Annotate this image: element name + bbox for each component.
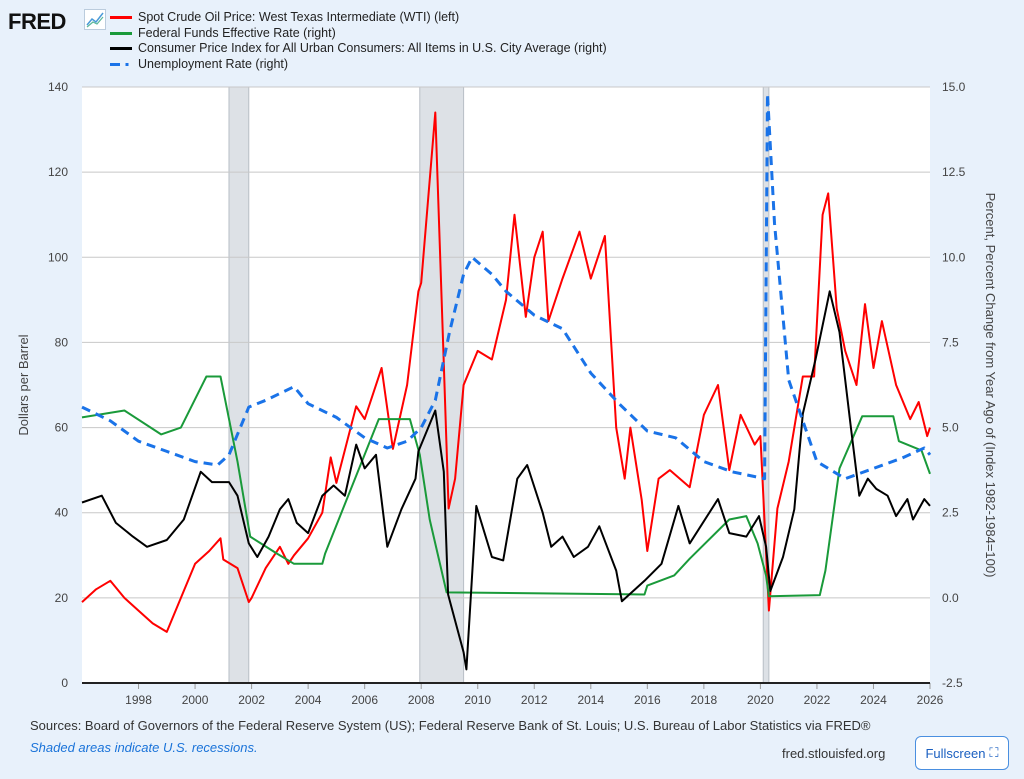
fred-logo[interactable]: FRED <box>8 9 66 34</box>
legend-item-wti: Spot Crude Oil Price: West Texas Interme… <box>110 10 607 26</box>
legend-item-unrate: Unemployment Rate (right) <box>110 57 607 73</box>
sources-note: Sources: Board of Governors of the Feder… <box>30 718 871 733</box>
legend-swatch <box>110 16 132 20</box>
left-tick-label: 20 <box>55 591 69 605</box>
x-tick-label: 2012 <box>521 693 548 707</box>
x-tick-label: 2006 <box>351 693 378 707</box>
legend-swatch <box>110 63 132 67</box>
right-tick-label: 2.5 <box>942 506 959 520</box>
right-tick-label: -2.5 <box>942 676 963 690</box>
x-tick-label: 2020 <box>747 693 774 707</box>
left-tick-label: 100 <box>48 250 68 264</box>
fullscreen-label: Fullscreen <box>925 745 986 761</box>
left-tick-label: 60 <box>55 421 69 435</box>
left-axis-title: Dollars per Barrel <box>16 334 31 435</box>
series-line-wti <box>81 111 931 633</box>
legend-label: Consumer Price Index for All Urban Consu… <box>138 41 607 56</box>
x-tick-label: 2022 <box>804 693 831 707</box>
right-tick-label: 15.0 <box>942 80 966 94</box>
legend-item-cpi: Consumer Price Index for All Urban Consu… <box>110 41 607 57</box>
recession-note: Shaded areas indicate U.S. recessions. <box>30 740 258 755</box>
legend-label: Federal Funds Effective Rate (right) <box>138 25 336 40</box>
recession-band <box>419 86 465 684</box>
expand-icon: ⛶ <box>989 745 999 760</box>
x-tick-label: 2016 <box>634 693 661 707</box>
series-line-cpi <box>81 290 931 671</box>
x-tick-label: 2018 <box>691 693 718 707</box>
legend-swatch <box>110 31 132 35</box>
x-tick-label: 2000 <box>182 693 209 707</box>
x-tick-label: 2002 <box>238 693 265 707</box>
legend-swatch <box>110 47 132 51</box>
x-tick-label: 2024 <box>860 693 887 707</box>
series-line-federal-funds-effective-rate <box>81 375 931 598</box>
legend-label: Unemployment Rate (right) <box>138 56 289 71</box>
legend-label: Spot Crude Oil Price: West Texas Interme… <box>138 10 460 24</box>
x-tick-label: 2014 <box>577 693 604 707</box>
left-tick-label: 120 <box>48 165 68 179</box>
left-tick-label: 40 <box>55 506 69 520</box>
x-tick-label: 2008 <box>408 693 435 707</box>
right-tick-label: 5.0 <box>942 421 959 435</box>
right-tick-label: 12.5 <box>942 165 966 179</box>
chart-icon <box>84 9 106 30</box>
right-tick-label: 10.0 <box>942 250 966 264</box>
left-tick-label: 80 <box>55 335 69 349</box>
right-tick-label: 7.5 <box>942 335 959 349</box>
x-tick-label: 2010 <box>464 693 491 707</box>
chart-legend: Spot Crude Oil Price: West Texas Interme… <box>110 10 607 72</box>
plot-background <box>82 87 930 683</box>
x-tick-label: 2004 <box>295 693 322 707</box>
left-tick-label: 0 <box>61 676 68 690</box>
right-tick-label: 0.0 <box>942 591 959 605</box>
right-axis-title: Percent, Percent Change from Year Ago of… <box>983 193 998 578</box>
x-tick-label: 1998 <box>125 693 152 707</box>
fullscreen-button[interactable]: Fullscreen ⛶ <box>915 736 1009 770</box>
x-tick-label: 2026 <box>917 693 944 707</box>
left-tick-label: 140 <box>48 80 68 94</box>
site-link[interactable]: fred.stlouisfed.org <box>782 746 886 761</box>
legend-item-fedfunds: Federal Funds Effective Rate (right) <box>110 26 607 42</box>
